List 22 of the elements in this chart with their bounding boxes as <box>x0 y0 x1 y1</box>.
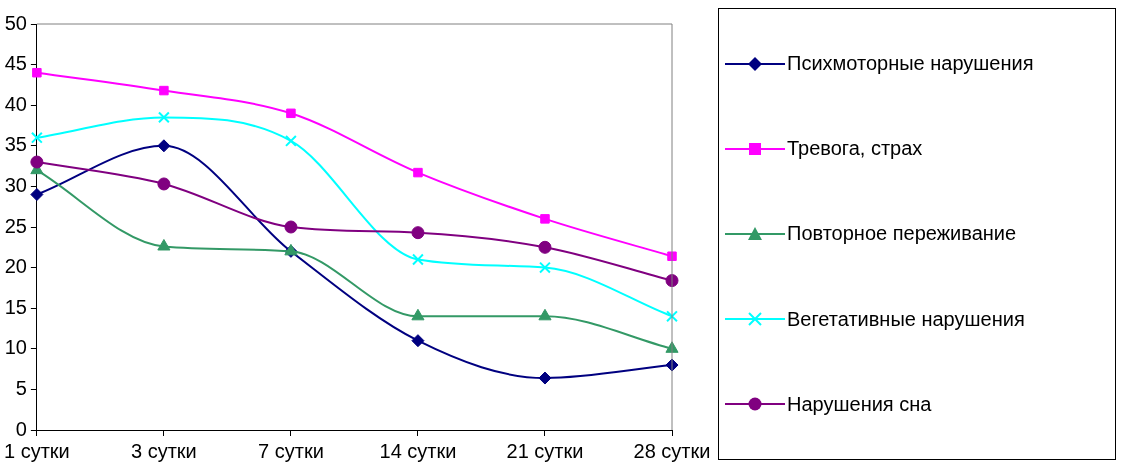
x-tick-label: 14 сутки <box>379 439 457 462</box>
legend-label: Психмоторные нарушения <box>787 52 1034 76</box>
y-tick-label: 0 <box>15 417 27 440</box>
legend-label: Вегетативные нарушения <box>787 307 1025 331</box>
y-tick-label: 20 <box>4 255 27 278</box>
y-tick-label: 5 <box>15 376 27 399</box>
y-tick-label: 35 <box>4 133 27 156</box>
y-tick-label: 40 <box>4 92 27 115</box>
y-tick-label: 50 <box>4 11 27 34</box>
x-tick-label: 3 сутки <box>131 439 197 462</box>
x-tick-label: 28 сутки <box>633 439 711 462</box>
y-tick-label: 45 <box>4 52 27 75</box>
y-tick-label: 30 <box>4 173 27 196</box>
x-tick-label: 7 сутки <box>258 439 324 462</box>
x-tick-label: 1 сутки <box>4 439 70 462</box>
legend-label: Повторное переживание <box>787 222 1017 246</box>
y-tick-label: 10 <box>4 336 27 359</box>
y-tick-label: 25 <box>4 214 27 237</box>
legend-label: Тревога, страх <box>787 137 923 161</box>
y-tick-label: 15 <box>4 295 27 318</box>
legend-label: Нарушения сна <box>787 392 932 416</box>
x-tick-label: 21 сутки <box>506 439 584 462</box>
